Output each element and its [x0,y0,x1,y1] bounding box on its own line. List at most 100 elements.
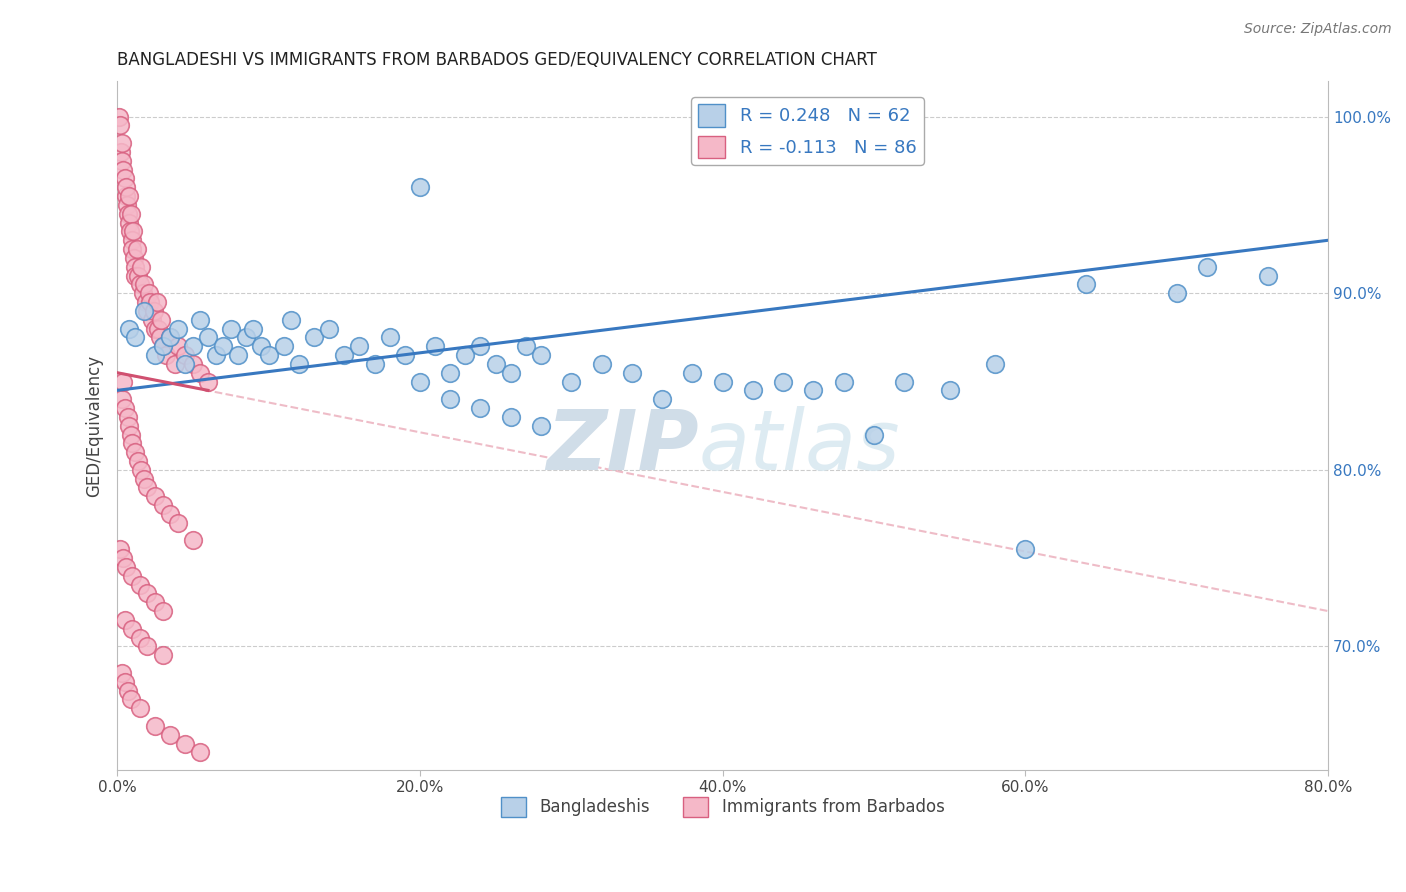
Point [242,321,264,335]
Point [111,665,134,680]
Point [112,551,135,566]
Point [197,375,219,389]
Point [108,110,131,124]
Point [110,119,132,133]
Point [190,366,212,380]
Point [127,268,149,283]
Point [863,427,886,442]
Point [124,445,146,459]
Point [288,357,311,371]
Point [121,436,143,450]
Point [114,401,136,415]
Point [150,312,173,326]
Point [1074,277,1097,292]
Point [122,251,145,265]
Point [117,683,139,698]
Point [219,321,242,335]
Point [117,189,139,203]
Point [143,595,166,609]
Point [159,330,181,344]
Point [134,304,156,318]
Point [257,348,280,362]
Point [143,719,166,733]
Point [118,321,141,335]
Text: Source: ZipAtlas.com: Source: ZipAtlas.com [1244,22,1392,37]
Point [115,560,138,574]
Point [212,339,235,353]
Point [146,321,169,335]
Point [378,330,401,344]
Point [181,533,204,548]
Point [128,277,150,292]
Point [159,330,181,344]
Text: atlas: atlas [699,406,900,487]
Point [128,701,150,715]
Point [115,180,138,194]
Point [166,516,188,530]
Point [125,242,148,256]
Point [111,136,134,150]
Point [174,737,197,751]
Point [318,321,340,335]
Point [141,312,163,326]
Point [302,330,325,344]
Point [204,348,226,362]
Point [128,577,150,591]
Point [530,348,553,362]
Point [139,295,162,310]
Point [620,366,643,380]
Point [110,145,132,159]
Point [470,401,492,415]
Point [363,357,385,371]
Point [181,339,204,353]
Point [124,260,146,274]
Point [409,375,432,389]
Point [772,375,794,389]
Point [515,339,537,353]
Point [166,321,188,335]
Point [112,375,135,389]
Point [114,613,136,627]
Point [114,674,136,689]
Point [197,330,219,344]
Point [134,472,156,486]
Point [122,224,145,238]
Point [1014,542,1036,557]
Legend: Bangladeshis, Immigrants from Barbados: Bangladeshis, Immigrants from Barbados [495,790,950,823]
Point [136,304,159,318]
Point [174,348,197,362]
Point [148,330,170,344]
Point [114,171,136,186]
Point [135,295,157,310]
Point [121,622,143,636]
Point [280,312,302,326]
Point [190,745,212,759]
Point [121,233,143,247]
Point [145,295,167,310]
Point [439,392,461,407]
Point [142,304,165,318]
Point [121,568,143,582]
Point [110,542,132,557]
Point [190,312,212,326]
Point [499,409,522,424]
Point [120,224,142,238]
Point [124,268,146,283]
Point [560,375,582,389]
Point [174,357,197,371]
Point [121,242,143,256]
Point [120,692,142,706]
Point [651,392,673,407]
Point [136,586,159,600]
Point [134,277,156,292]
Point [128,631,150,645]
Point [143,348,166,362]
Point [273,339,295,353]
Point [152,498,174,512]
Text: BANGLADESHI VS IMMIGRANTS FROM BARBADOS GED/EQUIVALENCY CORRELATION CHART: BANGLADESHI VS IMMIGRANTS FROM BARBADOS … [117,51,877,69]
Point [499,366,522,380]
Point [235,330,257,344]
Point [152,339,174,353]
Point [803,384,825,398]
Point [181,357,204,371]
